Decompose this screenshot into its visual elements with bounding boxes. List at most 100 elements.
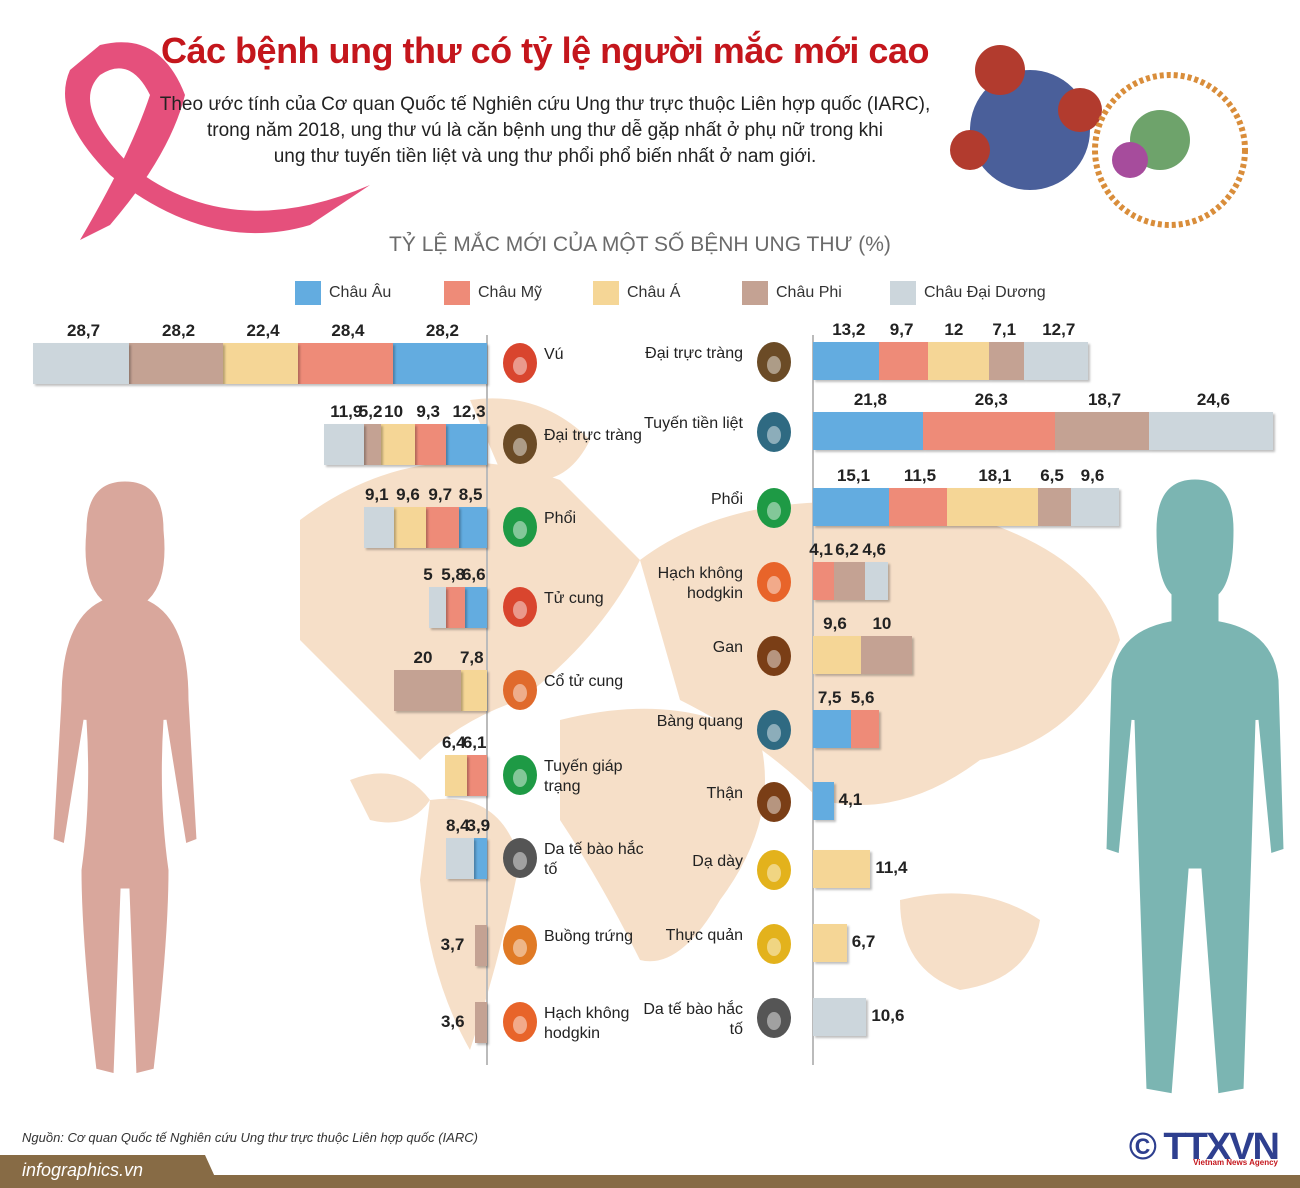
bar-segment-châu-á: [445, 755, 467, 796]
value-label: 3,6: [440, 1011, 465, 1031]
legend-swatch: [593, 281, 619, 305]
liver-icon: [751, 633, 797, 679]
ovary-icon: [497, 922, 543, 968]
legend-label: Châu Á: [627, 284, 681, 301]
value-label: 6,5: [1040, 466, 1064, 485]
bar-segment-châu-đại-dương: [1070, 488, 1119, 526]
value-label: 12,3: [452, 402, 486, 421]
legend-swatch: [890, 281, 916, 305]
lymph-node-icon: [497, 999, 543, 1045]
bar-segment-châu-âu: [458, 507, 487, 548]
intro-line: Theo ước tính của Cơ quan Quốc tế Nghiên…: [159, 94, 931, 115]
kidney-icon: [751, 779, 797, 825]
bar-segment-châu-mỹ: [426, 507, 459, 548]
value-label: 21,8: [853, 390, 887, 409]
uterus-icon: [497, 584, 543, 630]
value-label: 6,2: [835, 540, 859, 559]
value-label: 11,9: [330, 402, 363, 421]
footer-tab: [0, 1155, 220, 1188]
cancer-type-label: Bàng quang: [656, 713, 743, 730]
bar-segment-châu-á: [813, 924, 847, 962]
value-label: 7,1: [992, 320, 1017, 339]
value-label: 18,7: [1087, 390, 1122, 409]
legend-item: Châu Mỹ: [444, 281, 542, 305]
source-note: Nguồn: Cơ quan Quốc tế Nghiên cứu Ung th…: [22, 1130, 478, 1145]
bar-segment-châu-âu: [813, 710, 851, 748]
legend-swatch: [742, 281, 768, 305]
legend-item: Châu Âu: [295, 281, 391, 305]
value-label: 10,6: [871, 1006, 905, 1025]
site-link[interactable]: infographics.vn: [22, 1160, 144, 1180]
cancer-type-label: Tuyến giáp trạng: [544, 758, 623, 795]
bar-segment-châu-âu: [813, 782, 834, 820]
value-label: 4,1: [809, 540, 833, 559]
cancer-type-label: Đại trực tràng: [544, 427, 642, 444]
cancer-type-label: Da tế bào hắc tố: [643, 1001, 743, 1038]
prostate-icon: [751, 409, 797, 455]
cancer-cell-image: [950, 45, 1248, 228]
value-label: 6,4: [441, 733, 466, 752]
bar-segment-châu-âu: [813, 412, 923, 450]
cancer-type-label: Tuyến tiền liệt: [643, 415, 743, 432]
value-label: 28,7: [67, 321, 101, 340]
value-label: 26,3: [974, 390, 1008, 409]
bar-segment-châu-mỹ: [879, 342, 929, 380]
lymph-node-icon: [751, 559, 797, 605]
value-label: 5,6: [850, 688, 875, 707]
bar-segment-châu-phi: [128, 343, 224, 384]
bar-segment-châu-mỹ: [850, 710, 879, 748]
bar-segment-châu-phi: [394, 670, 461, 711]
value-label: 7,8: [459, 648, 484, 667]
bar-segment-châu-á: [813, 850, 871, 888]
page-title: Các bệnh ung thư có tỷ lệ người mắc mới …: [161, 30, 929, 71]
legend-swatch: [444, 281, 470, 305]
bar-segment-châu-phi: [833, 562, 865, 600]
female-body-silhouette: [50, 478, 200, 1077]
legend-item: Châu Đại Dương: [890, 281, 1046, 305]
value-label: 9,7: [889, 320, 914, 339]
bar-segment-châu-mỹ: [922, 412, 1055, 450]
chart-title: TỶ LỆ MẮC MỚI CỦA MỘT SỐ BỆNH UNG THƯ (%…: [389, 233, 891, 256]
value-label: 11,4: [875, 858, 908, 877]
bar-segment-châu-âu: [813, 488, 889, 526]
value-label: 12: [944, 320, 964, 339]
cancer-type-label: Da tế bào hắc tố: [544, 841, 644, 878]
breast-icon: [497, 340, 543, 386]
bar-segment-châu-á: [381, 424, 415, 465]
cervix-icon: [497, 667, 543, 713]
cancer-type-label: Vú: [544, 346, 564, 363]
logo-subtitle: Vietnam News Agency: [1193, 1158, 1278, 1167]
value-label: 9,6: [396, 485, 420, 504]
male-axis-line: [812, 335, 814, 1065]
cancer-type-label: Buồng trứng: [544, 928, 633, 945]
value-label: 9,6: [1080, 466, 1105, 485]
bar-segment-châu-đại-dương: [864, 562, 888, 600]
footer-bar: [0, 1175, 1300, 1188]
value-label: 9,7: [428, 485, 453, 504]
lungs-icon: [751, 485, 797, 531]
cancer-type-label: Tử cung: [544, 590, 604, 607]
value-label: 6,7: [851, 932, 876, 951]
value-label: 22,4: [246, 321, 280, 340]
bar-segment-châu-á: [223, 343, 298, 384]
lungs-icon: [497, 504, 543, 550]
value-label: 9,6: [823, 614, 847, 633]
value-label: 4,1: [838, 790, 863, 809]
stomach-icon: [751, 847, 797, 893]
bar-segment-châu-mỹ: [813, 562, 834, 600]
male-body-silhouette: [1103, 476, 1287, 1097]
bladder-icon: [751, 707, 797, 753]
value-label: 9,1: [364, 485, 389, 504]
bar-segment-châu-á: [928, 342, 989, 380]
bar-segment-châu-phi: [1054, 412, 1149, 450]
female-axis-line: [486, 335, 488, 1065]
colon-icon: [751, 339, 797, 385]
value-label: 28,4: [331, 321, 365, 340]
bar-segment-châu-đại-dương: [33, 343, 129, 384]
bar-segment-châu-mỹ: [888, 488, 947, 526]
bar-segment-châu-á: [813, 636, 862, 674]
legend-item: Châu Phi: [742, 281, 842, 305]
bar-segment-châu-đại-dương: [1024, 342, 1089, 380]
cancer-type-label: Hạch không hodgkin: [544, 1005, 630, 1042]
bar-segment-châu-phi: [1037, 488, 1071, 526]
